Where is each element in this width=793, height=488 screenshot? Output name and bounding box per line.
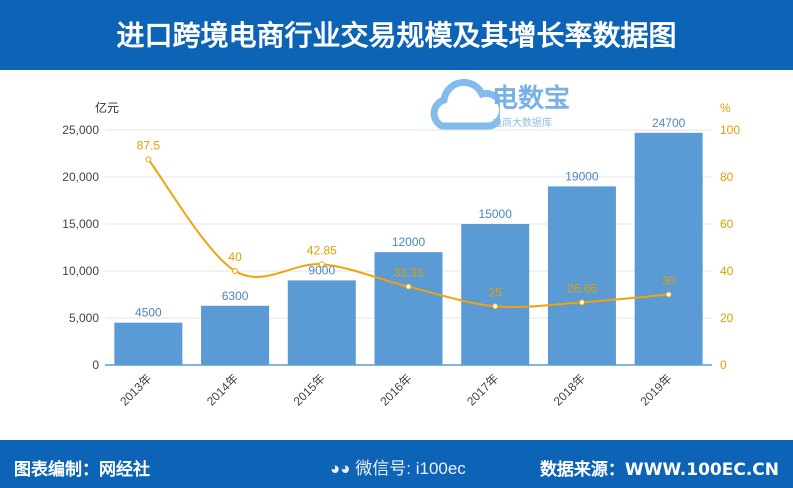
y-tick-label: 20,000 — [62, 170, 99, 184]
line-value-label: 30 — [662, 274, 676, 288]
y2-tick-label: 20 — [720, 311, 734, 325]
y-axis-label: 亿元 — [95, 100, 119, 115]
line-point — [578, 299, 585, 306]
y-tick-label: 15,000 — [62, 217, 99, 231]
line-point — [665, 291, 672, 298]
bar-value-label: 4500 — [135, 306, 162, 320]
x-tick-label: 2017年 — [464, 371, 501, 408]
watermark-name: 电数宝 — [492, 83, 571, 113]
bar-value-label: 6300 — [222, 289, 249, 303]
y-tick-label: 10,000 — [62, 264, 99, 278]
bar-value-label: 9000 — [308, 263, 335, 277]
line-value-label: 87.5 — [137, 138, 161, 152]
bar — [201, 305, 270, 365]
x-tick-label: 2014年 — [204, 371, 241, 408]
bar — [547, 186, 616, 365]
cloud-icon — [430, 78, 500, 130]
watermark-logo: 电数宝 电商大数据库 — [430, 76, 600, 130]
bar — [461, 224, 530, 365]
bar — [114, 322, 183, 365]
y2-tick-label: 0 — [720, 358, 727, 372]
x-tick-label: 2013年 — [117, 371, 154, 408]
watermark-sub: 电商大数据库 — [492, 118, 552, 129]
y2-tick-label: 60 — [720, 217, 734, 231]
bar-value-label: 15000 — [479, 207, 513, 221]
line-value-label: 33.33 — [393, 266, 423, 280]
line-value-label: 25 — [489, 285, 503, 299]
line-value-label: 40 — [228, 250, 242, 264]
footer-source: 数据来源：WWW.100EC.CN — [539, 460, 779, 480]
y-tick-label: 25,000 — [62, 123, 99, 137]
footer-credit: 图表编制：网经社 — [14, 460, 150, 480]
line-point — [232, 268, 239, 274]
wechat-icon: ◕◕ — [330, 459, 356, 478]
x-tick-label: 2019年 — [637, 371, 674, 408]
footer-banner: 图表编制：网经社 数据来源：WWW.100EC.CN — [0, 440, 793, 488]
wechat-id: 微信号: i100ec — [355, 459, 466, 478]
line-value-label: 42.85 — [307, 243, 337, 257]
line-value-label: 26.66 — [567, 281, 597, 295]
chart-area: 0 5,000 10,000 15,000 20,000 25,000 0 20 40 60 80 1… — [62, 100, 740, 408]
x-tick-label: 2018年 — [551, 371, 588, 408]
chart-title: 进口跨境电商行业交易规模及其增长率数据图 — [116, 19, 677, 52]
y2-tick-label: 100 — [720, 123, 740, 137]
wechat-watermark: ◕◕ 微信号: i100ec — [330, 454, 466, 479]
y2-axis-label: % — [720, 101, 731, 115]
y-tick-label: 5,000 — [69, 311, 99, 325]
chart-title-banner: 进口跨境电商行业交易规模及其增长率数据图 — [0, 0, 793, 70]
y2-tick-label: 80 — [720, 170, 734, 184]
bar — [634, 132, 703, 365]
line-point — [492, 303, 499, 310]
x-tick-label: 2015年 — [291, 371, 328, 408]
bar-value-label: 19000 — [565, 169, 599, 183]
x-tick-label: 2016年 — [377, 371, 414, 408]
line-point — [405, 283, 412, 290]
line-point — [145, 156, 152, 163]
bar — [287, 280, 356, 365]
y-tick-label: 0 — [92, 358, 99, 372]
line-point — [318, 261, 325, 268]
bar-value-label: 12000 — [392, 235, 426, 249]
bar-value-label: 24700 — [652, 116, 686, 130]
y2-tick-label: 40 — [720, 264, 734, 278]
bar — [374, 252, 443, 365]
